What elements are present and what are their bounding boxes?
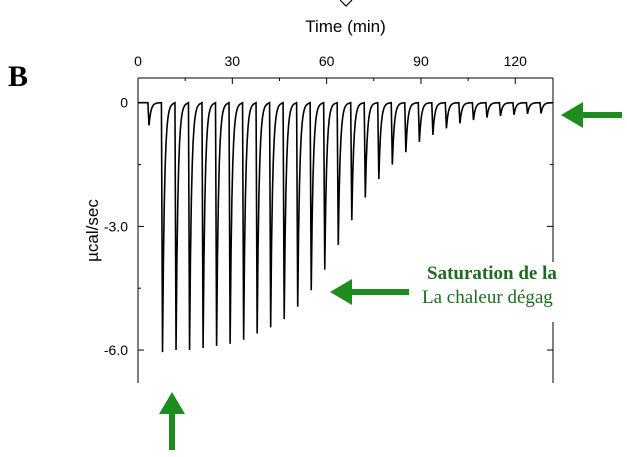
x-tick-label: 120 xyxy=(504,53,528,69)
first-injection-arrow-head xyxy=(159,392,185,414)
y-tick-label: -6.0 xyxy=(104,342,128,358)
x-axis-label: Time (min) xyxy=(305,17,386,36)
saturation-arrow xyxy=(330,279,409,305)
callout-title: Saturation de la xyxy=(427,263,557,284)
y-tick-label: 0 xyxy=(120,95,128,111)
y-tick-label: -3.0 xyxy=(104,218,128,234)
x-tick-label: 30 xyxy=(225,53,241,69)
top-arrow-fragment xyxy=(339,0,353,7)
y-axis-label: µcal/sec xyxy=(83,199,102,262)
baseline-arrow-head xyxy=(561,102,583,128)
first-injection-arrow xyxy=(159,392,185,450)
x-tick-label: 0 xyxy=(134,53,142,69)
thermogram-trace xyxy=(138,101,554,353)
baseline-arrow xyxy=(561,102,622,128)
x-tick-label: 90 xyxy=(413,53,429,69)
saturation-arrow-head xyxy=(330,279,352,305)
x-tick-label: 60 xyxy=(319,53,335,69)
saturation-callout: Saturation de la La chaleur dégag xyxy=(422,262,627,322)
panel-label: B xyxy=(8,60,29,93)
callout-text: La chaleur dégag xyxy=(422,287,553,308)
